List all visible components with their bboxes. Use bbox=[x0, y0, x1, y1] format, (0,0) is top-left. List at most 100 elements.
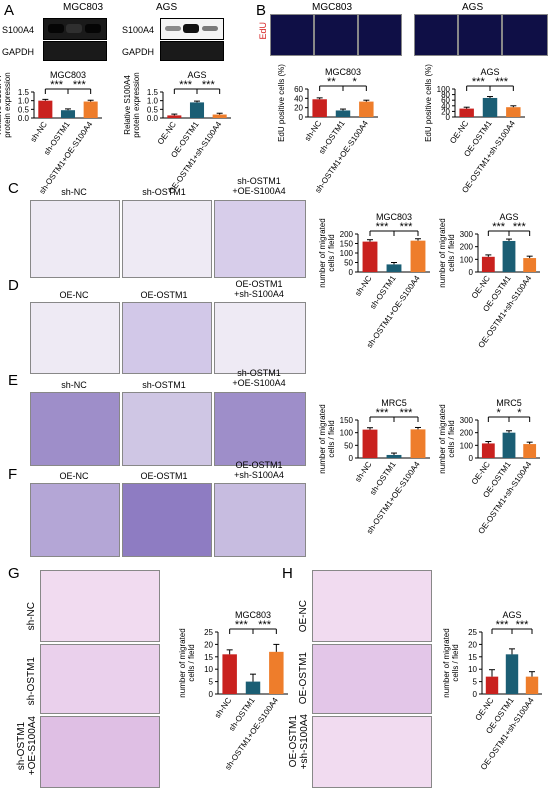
transwell-d-oe-ostm1 bbox=[122, 302, 212, 374]
sig-label: *** bbox=[179, 79, 193, 91]
edu-image-sh-nc bbox=[270, 14, 314, 56]
bar bbox=[386, 454, 402, 458]
transwell-c-sh-ostm1-oe-s100a4 bbox=[214, 200, 306, 278]
y-tick-label: 0 bbox=[209, 690, 214, 699]
y-tick-label: 200 bbox=[340, 230, 354, 239]
bar bbox=[362, 241, 378, 272]
y-tick-label: 20 bbox=[441, 107, 450, 116]
y-tick-label: 25 bbox=[204, 628, 213, 637]
y-tick-label: 80 bbox=[441, 91, 450, 100]
y-tick-label: 100 bbox=[340, 249, 354, 258]
sig-label: *** bbox=[400, 221, 414, 233]
chart-a-ags: AGS Relative S100A4 protein expression 0.00… bbox=[123, 70, 231, 196]
bar bbox=[189, 102, 205, 118]
blot-label-s100a4-right: S100A4 bbox=[122, 25, 155, 35]
bar bbox=[481, 443, 495, 458]
bar bbox=[502, 240, 516, 272]
chart-title: MGC803 bbox=[376, 212, 412, 222]
bar bbox=[482, 97, 498, 117]
y-tick-label: 5 bbox=[209, 678, 214, 687]
y-tick-label: 15 bbox=[468, 653, 477, 662]
transwell-d-oe-nc bbox=[30, 302, 120, 374]
bar bbox=[502, 432, 516, 458]
y-tick-label: 100 bbox=[460, 441, 474, 450]
bar bbox=[359, 101, 374, 117]
transwell-e-sh-ostm1-oe-s100a4 bbox=[214, 392, 306, 466]
e-label-3: sh-OSTM1 +OE-S100A4 bbox=[232, 368, 286, 388]
y-tick-label: 10 bbox=[204, 665, 213, 674]
bar bbox=[505, 654, 519, 694]
y-tick-label: 0 bbox=[299, 113, 304, 122]
y-tick-label: 0.5 bbox=[18, 105, 30, 114]
y-tick-label: 0 bbox=[469, 454, 474, 463]
sig-label: * bbox=[517, 407, 522, 419]
y-tick-label: 0 bbox=[349, 454, 354, 463]
y-axis-label: number of migrated bbox=[438, 218, 447, 287]
c-label-2: sh-OSTM1 bbox=[142, 187, 186, 197]
bar bbox=[312, 99, 327, 117]
edu-title-ags: AGS bbox=[462, 2, 484, 13]
x-tick-label: sh-NC bbox=[303, 119, 324, 143]
chart-title: AGS bbox=[187, 70, 206, 80]
panel-label-d: D bbox=[8, 277, 19, 294]
bar bbox=[410, 429, 426, 458]
panel-label-e: E bbox=[8, 372, 19, 389]
bar bbox=[362, 429, 378, 458]
edu-image-oe-ostm1 bbox=[458, 14, 502, 56]
y-tick-label: 150 bbox=[340, 240, 354, 249]
y-axis-label: cells / field bbox=[187, 644, 196, 681]
panel-label-h: H bbox=[282, 565, 293, 582]
edu-image-oe-nc bbox=[414, 14, 458, 56]
bar bbox=[83, 101, 98, 118]
y-tick-label: 0.0 bbox=[18, 114, 30, 123]
blot-label-gapdh-left: GAPDH bbox=[2, 47, 35, 57]
y-axis-label: number of migrated bbox=[318, 404, 327, 473]
y-axis-label: protein expression bbox=[3, 72, 12, 137]
y-tick-label: 200 bbox=[460, 243, 474, 252]
panel-label-f: F bbox=[8, 466, 18, 483]
y-axis-label: number of migrated bbox=[442, 628, 451, 697]
western-blot-gapdh-mgc803 bbox=[43, 41, 107, 61]
y-tick-label: 0.5 bbox=[147, 105, 159, 114]
blot-label-s100a4-left: S100A4 bbox=[2, 25, 35, 35]
bar bbox=[523, 258, 537, 272]
he-h-oe-nc bbox=[312, 570, 432, 642]
bar bbox=[410, 240, 426, 272]
panel-label-g: G bbox=[8, 565, 20, 582]
sig-label: *** bbox=[472, 76, 486, 88]
y-tick-label: 0.0 bbox=[147, 114, 159, 123]
c-label-3: sh-OSTM1 +OE-S100A4 bbox=[232, 176, 286, 196]
y-tick-label: 60 bbox=[294, 85, 303, 94]
sig-label: *** bbox=[495, 76, 509, 88]
he-g-sh-nc bbox=[40, 570, 160, 642]
chart-title: MGC803 bbox=[235, 610, 271, 620]
sig-label: *** bbox=[258, 619, 272, 631]
chart-title: MGC803 bbox=[325, 67, 361, 77]
y-tick-label: 300 bbox=[460, 416, 474, 425]
y-axis-label: Relative S100A4 bbox=[0, 75, 3, 135]
bar bbox=[60, 110, 76, 118]
bar bbox=[167, 115, 182, 118]
f-label-3: OE-OSTM1 +sh-S100A4 bbox=[234, 460, 284, 480]
y-axis-label: cells / field bbox=[327, 234, 336, 271]
y-tick-label: 25 bbox=[468, 628, 477, 637]
sig-label: *** bbox=[513, 221, 527, 233]
y-tick-label: 40 bbox=[294, 94, 303, 103]
chart-h-ags: AGS number of migrated cells / field 0 5 10 15… bbox=[442, 610, 542, 772]
sig-label: *** bbox=[516, 619, 530, 631]
western-blot-s100a4-ags bbox=[160, 18, 224, 40]
chart-cd-mgc803: MGC803 number of migrated cells / field 050… bbox=[318, 212, 430, 350]
e-label-2: sh-OSTM1 bbox=[142, 380, 186, 390]
y-axis-label: protein expression bbox=[132, 72, 141, 137]
transwell-f-oe-ostm1 bbox=[122, 483, 212, 557]
edu-image-sh-ostm1-oe-s100a4 bbox=[358, 14, 402, 56]
y-tick-label: 60 bbox=[441, 96, 450, 105]
western-blot-s100a4-mgc803 bbox=[43, 18, 107, 40]
western-blot-gapdh-ags bbox=[160, 41, 224, 61]
f-label-1: OE-NC bbox=[59, 471, 89, 481]
y-tick-label: 20 bbox=[294, 104, 303, 113]
y-tick-label: 1.5 bbox=[147, 88, 159, 97]
